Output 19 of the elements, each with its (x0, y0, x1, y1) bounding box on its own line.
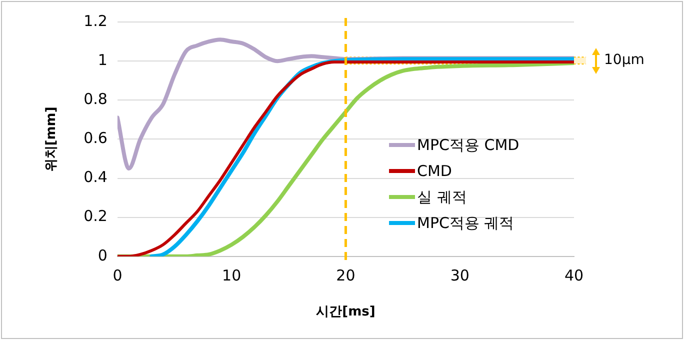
x-tick-label: 20 (336, 266, 356, 284)
x-tick-label: 0 (112, 266, 122, 284)
legend-label: 실 궤적 (417, 188, 467, 207)
y-tick-label: 0.4 (84, 168, 108, 186)
y-axis-title: 위치[mm] (44, 106, 60, 172)
y-tick-label: 1.2 (84, 12, 108, 30)
legend-label: CMD (417, 162, 452, 180)
y-tick-label: 0 (98, 246, 108, 264)
y-tick-label: 0.2 (84, 207, 108, 226)
x-tick-label: 10 (222, 266, 242, 284)
band-label: 10μm (604, 52, 644, 68)
x-axis-title: 시간[ms] (316, 304, 376, 320)
y-tick-label: 0.8 (84, 90, 108, 108)
legend-label: MPC적용 궤적 (417, 214, 514, 233)
y-tick-label: 1 (98, 50, 108, 69)
legend-label: MPC적용 CMD (417, 136, 520, 155)
x-tick-label: 40 (564, 266, 584, 284)
y-tick-label: 0.6 (84, 129, 108, 148)
x-tick-label: 30 (450, 266, 470, 284)
